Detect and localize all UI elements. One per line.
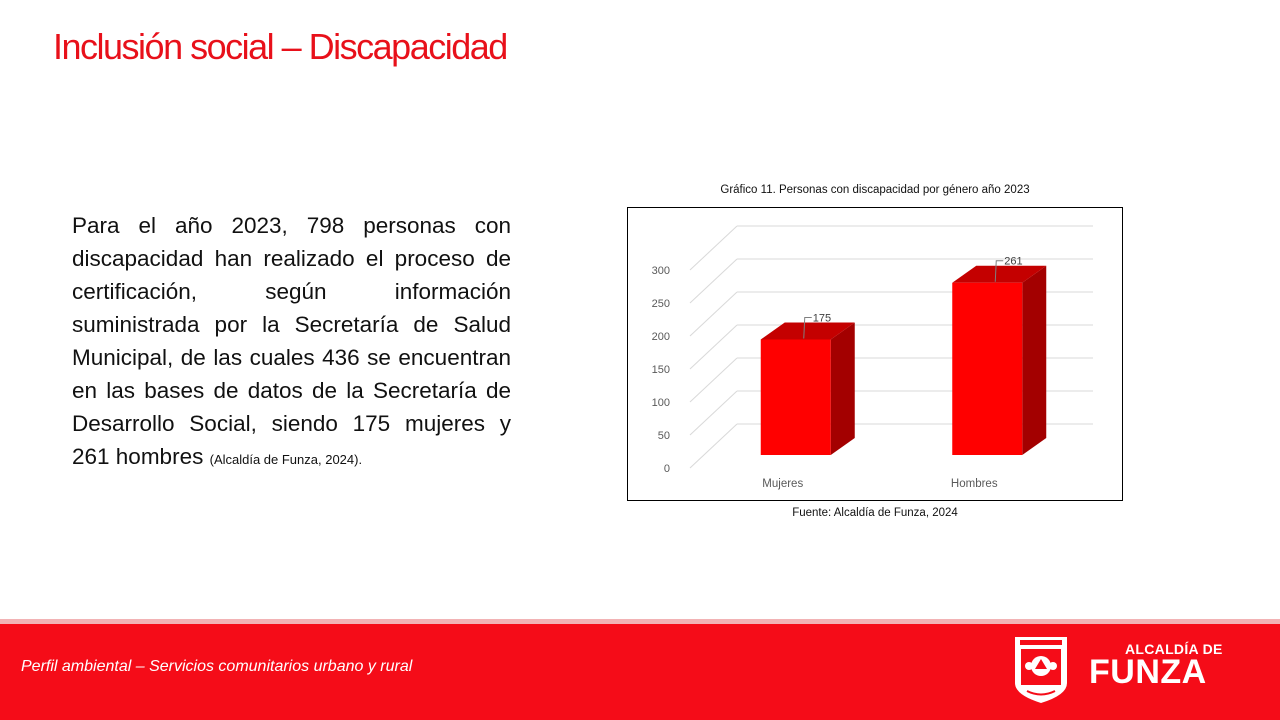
- gridline-side-1: [689, 390, 738, 436]
- x-tick-label-1: Hombres: [951, 478, 998, 490]
- gridline-side-6: [689, 225, 738, 271]
- bar-mujeres: [760, 322, 855, 455]
- y-tick-label-6: 300: [652, 265, 670, 277]
- x-tick-label-0: Mujeres: [762, 478, 803, 490]
- body-paragraph-text: Para el año 2023, 798 personas con disca…: [72, 213, 511, 469]
- chart-title: Gráfico 11. Personas con discapacidad po…: [720, 184, 1030, 196]
- citation: (Alcaldía de Funza, 2024).: [209, 452, 363, 467]
- gridline-side-3: [689, 324, 738, 370]
- data-label-1: 261: [1004, 256, 1022, 268]
- logo-line-1: ALCALDÍA DE: [1125, 641, 1223, 657]
- y-tick-label-1: 50: [658, 430, 670, 442]
- footer-text: Perfil ambiental – Servicios comunitario…: [21, 658, 413, 675]
- bar-top: [760, 322, 855, 340]
- body-paragraph: Para el año 2023, 798 personas con disca…: [72, 209, 511, 473]
- bar-front: [952, 282, 1023, 455]
- bar-chart: 0 50 100 150 200 250 300 175 Mujeres 261 Hombres: [652, 225, 1093, 490]
- data-label-leader-0: [803, 317, 812, 339]
- gridline-side-4: [689, 291, 738, 337]
- y-tick-label-0: 0: [664, 463, 670, 475]
- bar-side: [830, 322, 855, 455]
- gridline-side-0: [689, 423, 738, 469]
- bar-hombres: [952, 265, 1047, 455]
- chart-source: Fuente: Alcaldía de Funza, 2024: [792, 507, 958, 519]
- y-tick-label-3: 150: [652, 364, 670, 376]
- logo-line-2: FUNZA: [1089, 653, 1207, 691]
- bar-side: [1022, 265, 1047, 455]
- y-tick-label-4: 200: [652, 331, 670, 343]
- y-tick-label-5: 250: [652, 298, 670, 310]
- data-label-0: 175: [813, 313, 831, 325]
- gridline-side-2: [689, 357, 738, 403]
- data-label-leader-1: [994, 260, 1004, 282]
- y-tick-label-2: 100: [652, 397, 670, 409]
- bar-top: [952, 265, 1047, 283]
- bar-front: [760, 339, 831, 455]
- footer-bar: Perfil ambiental – Servicios comunitario…: [0, 624, 1280, 720]
- slide-title: Inclusión social – Discapacidad: [53, 26, 508, 67]
- funza-shield-icon: [1015, 637, 1067, 703]
- chart-frame: 0 50 100 150 200 250 300 175 Mujeres 261 Hombres: [627, 207, 1123, 501]
- gridline-side-5: [689, 258, 738, 304]
- footer-stripe: [0, 619, 1280, 624]
